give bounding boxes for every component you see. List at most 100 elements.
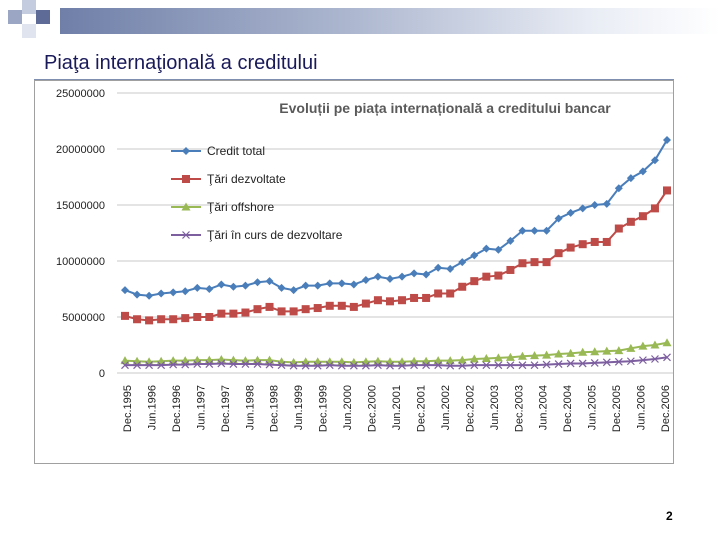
legend-marker (182, 147, 190, 155)
data-point (145, 291, 154, 300)
title-divider (34, 79, 674, 80)
data-point (663, 136, 671, 145)
data-point (506, 265, 515, 274)
data-point (229, 282, 238, 291)
series-1 (121, 186, 671, 325)
data-point (446, 361, 455, 370)
decorative-squares (0, 0, 70, 48)
data-point (229, 309, 238, 318)
data-point (337, 301, 346, 310)
data-point (217, 359, 226, 368)
data-point (121, 311, 129, 320)
data-point (301, 305, 310, 314)
data-point (289, 361, 298, 370)
data-point (217, 280, 226, 289)
data-point (398, 361, 406, 370)
data-point (205, 285, 214, 293)
x-tick-label: Dec.1995 (122, 385, 134, 432)
decorative-square (36, 10, 50, 24)
data-point (374, 361, 382, 370)
data-point (422, 293, 431, 302)
data-point (602, 346, 612, 355)
data-point (590, 201, 599, 209)
legend-item: Ţări dezvoltate (171, 172, 286, 186)
data-point (325, 279, 334, 288)
data-point (325, 301, 334, 310)
x-tick-label: Dec.1996 (171, 385, 183, 432)
x-tick-label: Jun.2004 (538, 385, 550, 430)
data-point (542, 226, 551, 235)
series-2 (120, 338, 672, 366)
data-point (482, 272, 491, 281)
data-point (470, 361, 479, 370)
series-line (125, 356, 668, 367)
data-point (542, 350, 552, 359)
data-point (638, 212, 647, 221)
data-point (470, 251, 479, 260)
data-point (361, 276, 370, 285)
data-point (650, 156, 659, 165)
x-tick-label: Dec.2001 (415, 385, 427, 432)
x-tick-label: Jun.2006 (636, 385, 648, 430)
data-point (530, 226, 539, 235)
y-tick-label: 10000000 (56, 256, 105, 268)
data-point (241, 308, 250, 317)
data-point (614, 346, 624, 355)
data-point (590, 347, 600, 356)
data-point (530, 258, 539, 267)
data-point (217, 309, 226, 318)
x-tick-label: Dec.2000 (367, 385, 379, 432)
x-tick-label: Jun.1997 (195, 385, 207, 430)
data-point (181, 360, 190, 369)
data-point (385, 274, 394, 283)
data-point (133, 290, 142, 299)
data-point (349, 302, 358, 311)
y-tick-label: 25000000 (56, 88, 105, 100)
x-tick-label: Dec.2003 (513, 385, 525, 432)
data-point (325, 361, 334, 370)
data-point (638, 167, 647, 176)
header-gradient-band (60, 8, 720, 34)
data-point (505, 352, 515, 361)
data-point (133, 315, 142, 324)
x-tick-label: Dec.2005 (611, 385, 623, 432)
data-point (398, 296, 407, 305)
data-point (458, 361, 467, 370)
data-point (566, 243, 575, 252)
series-line (124, 189, 668, 322)
page-number: 2 (666, 509, 673, 523)
data-point (578, 204, 587, 213)
data-point (145, 361, 154, 370)
x-tick-label: Dec.1997 (220, 385, 232, 432)
data-point (554, 214, 563, 223)
series-3 (121, 353, 671, 370)
data-point (458, 282, 467, 291)
data-point (265, 302, 274, 311)
data-point (410, 269, 419, 278)
data-point (506, 236, 515, 245)
data-point (470, 277, 479, 286)
data-point (121, 361, 129, 370)
data-point (457, 355, 467, 364)
data-point (193, 283, 202, 292)
data-point (602, 358, 611, 367)
data-point (530, 361, 539, 370)
data-point (289, 286, 298, 295)
y-tick-label: 15000000 (56, 200, 105, 212)
legend-item: Ţări offshore (171, 200, 274, 214)
decorative-square (22, 0, 36, 14)
data-point (361, 361, 370, 370)
data-point (494, 245, 503, 254)
decorative-square (22, 24, 36, 38)
data-point (289, 307, 298, 316)
data-point (133, 361, 141, 370)
data-point (602, 199, 611, 208)
x-tick-label: Jun.2001 (391, 385, 403, 430)
data-point (205, 313, 214, 321)
data-point (469, 354, 479, 363)
data-point (241, 281, 250, 290)
chart-frame: 0 5000000 10000000 15000000 20000000 25000000… (34, 80, 675, 464)
data-point (121, 286, 129, 295)
line-chart: 0 5000000 10000000 15000000 20000000 25000000… (56, 88, 675, 432)
y-tick-label: 20000000 (56, 144, 105, 156)
